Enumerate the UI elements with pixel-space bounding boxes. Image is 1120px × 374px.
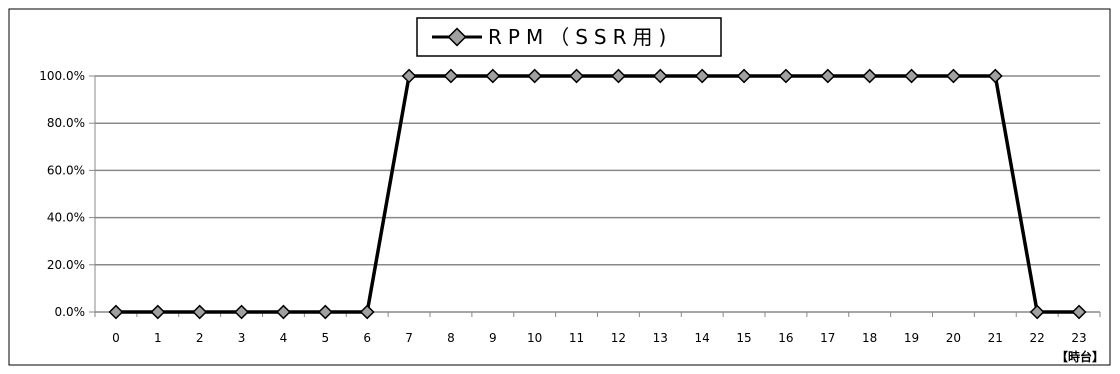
- data-point-marker: [820, 68, 836, 84]
- x-tick-label: 16: [778, 331, 793, 345]
- data-point-marker: [150, 304, 166, 320]
- x-tick-label: 15: [736, 331, 751, 345]
- x-tick-label: 10: [527, 331, 542, 345]
- chart-frame: [8, 8, 1111, 366]
- x-tick-label: 0: [112, 331, 120, 345]
- y-tick-label: 100.0%: [39, 69, 85, 83]
- data-point-marker: [569, 68, 584, 84]
- legend: RPM（SSR用): [416, 17, 722, 57]
- x-tick-label: 21: [988, 331, 1003, 345]
- data-point-marker: [987, 68, 1003, 84]
- data-point-marker: [611, 68, 626, 84]
- x-axis-unit-label: 【時台】: [1056, 349, 1104, 364]
- x-tick-label: 6: [363, 331, 371, 345]
- x-tick-label: 3: [238, 331, 246, 345]
- legend-marker: [447, 27, 467, 47]
- legend-label: RPM（SSR用): [488, 25, 672, 49]
- data-point-marker: [778, 68, 794, 84]
- x-tick-label: 5: [321, 331, 329, 345]
- x-tick-label: 20: [946, 331, 961, 345]
- data-point-marker: [694, 68, 710, 84]
- x-tick-label: 19: [904, 331, 919, 345]
- data-point-marker: [862, 68, 878, 84]
- x-tick-label: 1: [154, 331, 162, 345]
- x-tick-label: 13: [653, 331, 668, 345]
- y-tick-label: 60.0%: [47, 163, 85, 177]
- data-point-marker: [276, 304, 291, 320]
- data-point-marker: [234, 304, 249, 320]
- data-point-marker: [192, 304, 208, 320]
- x-tick-label: 17: [820, 331, 835, 345]
- x-tick-label: 4: [280, 331, 288, 345]
- data-point-marker: [485, 68, 501, 84]
- x-tick-label: 22: [1030, 331, 1045, 345]
- x-tick-label: 11: [569, 331, 584, 345]
- x-tick-label: 2: [196, 331, 204, 345]
- y-tick-label: 20.0%: [47, 258, 85, 272]
- data-point-marker: [652, 68, 668, 84]
- data-point-marker: [359, 304, 375, 320]
- data-point-marker: [904, 68, 919, 84]
- data-point-marker: [108, 304, 124, 320]
- y-tick-label: 80.0%: [47, 116, 85, 130]
- data-point-marker: [317, 304, 333, 320]
- data-point-marker: [443, 68, 459, 84]
- x-tick-label: 18: [862, 331, 877, 345]
- x-tick-label: 9: [489, 331, 497, 345]
- data-point-marker: [1071, 304, 1087, 320]
- series-layer: [108, 68, 1087, 320]
- data-point-marker: [401, 68, 417, 84]
- x-tick-label: 14: [695, 331, 710, 345]
- x-tick-label: 8: [447, 331, 455, 345]
- data-point-marker: [946, 68, 961, 84]
- data-point-marker: [736, 68, 752, 84]
- x-tick-label: 7: [405, 331, 413, 345]
- label-layer: 0.0%20.0%40.0%60.0%80.0%100.0%0 1 2 3 4 5 6 7 8 9…: [39, 69, 1086, 345]
- y-tick-label: 0.0%: [55, 305, 86, 319]
- y-tick-label: 40.0%: [47, 211, 85, 225]
- data-point-marker: [1029, 304, 1045, 320]
- data-point-marker: [527, 68, 543, 84]
- x-tick-label: 12: [611, 331, 626, 345]
- x-tick-label: 23: [1071, 331, 1086, 345]
